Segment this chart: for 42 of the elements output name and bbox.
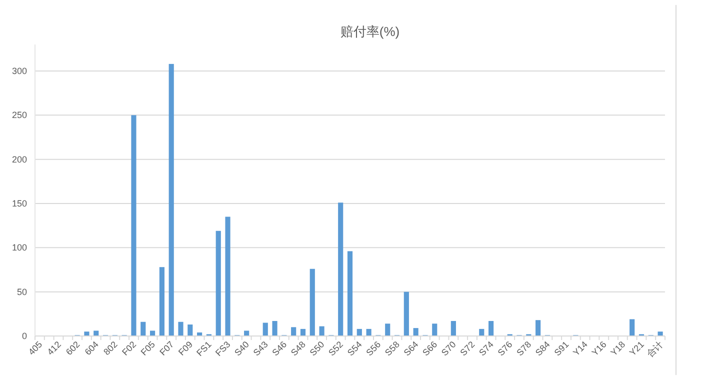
x-tick-label: S52 xyxy=(326,339,346,358)
x-tick-label: S78 xyxy=(514,339,534,358)
x-tick-label: S76 xyxy=(496,339,514,358)
x-tick-label: Y16 xyxy=(590,339,608,358)
x-tick-label: 604 xyxy=(82,339,101,358)
x-tick-label: S84 xyxy=(533,339,552,358)
y-tick-label: 150 xyxy=(12,198,27,208)
x-tick-label: Y18 xyxy=(608,339,628,358)
x-tick-label: S50 xyxy=(308,339,326,358)
y-tick-label: 300 xyxy=(12,66,27,76)
y-tick-label: 250 xyxy=(12,110,27,120)
x-tick-label: S54 xyxy=(345,339,364,358)
y-tick-label: 100 xyxy=(12,242,27,253)
x-tick-label: S66 xyxy=(420,339,440,358)
y-tick-label: 50 xyxy=(16,286,27,297)
x-tick-label: 802 xyxy=(102,339,120,358)
x-tick-label: S58 xyxy=(383,339,402,358)
x-tick-label: S40 xyxy=(232,339,251,358)
x-tick-label: 602 xyxy=(64,339,82,358)
x-tick-label: 412 xyxy=(45,339,63,358)
x-tick-label: S74 xyxy=(477,339,496,358)
x-tick-label: S56 xyxy=(364,339,383,358)
y-tick-label: 200 xyxy=(12,154,27,164)
x-tick-label: S48 xyxy=(289,339,308,358)
y-tick-label: 0 xyxy=(22,331,27,341)
x-tick-label: F09 xyxy=(176,339,195,358)
x-tick-label: Y21 xyxy=(628,339,646,358)
x-tick-label: S91 xyxy=(552,339,571,358)
x-tick-label: S72 xyxy=(458,339,477,358)
x-tick-label: FS1 xyxy=(194,339,214,358)
x-tick-label: S64 xyxy=(402,339,420,358)
x-tick-label: FS3 xyxy=(213,339,232,358)
x-tick-label: F05 xyxy=(138,339,157,358)
x-tick-label: 405 xyxy=(26,339,44,358)
chart-title: 赔付率(%) xyxy=(340,24,400,39)
x-tick-label: 合计 xyxy=(644,339,665,360)
x-tick-label: S43 xyxy=(251,339,270,358)
x-tick-label: Y14 xyxy=(571,339,590,358)
x-tick-label: F02 xyxy=(120,339,138,358)
x-tick-label: S70 xyxy=(439,339,458,358)
x-tick-label: S46 xyxy=(270,339,289,358)
x-tick-label: F07 xyxy=(158,339,176,358)
